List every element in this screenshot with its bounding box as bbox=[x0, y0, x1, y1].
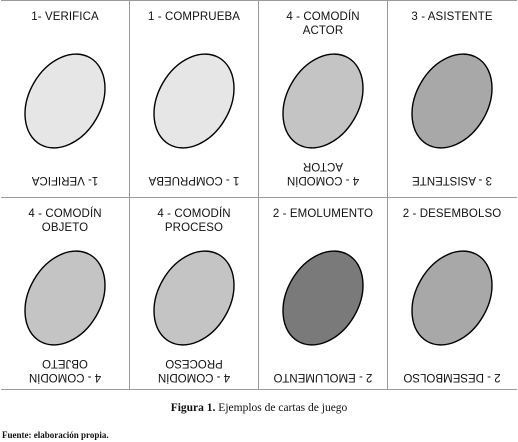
column-divider bbox=[129, 1, 130, 390]
card-title: 4 - COMODÍN OBJETO bbox=[28, 208, 102, 234]
card-title-inverted: 1 - COMPRUEBA bbox=[148, 174, 240, 186]
oval-shape bbox=[411, 53, 493, 149]
oval-shape bbox=[282, 250, 364, 346]
game-card: 2 - EMOLUMENTO 2 - EMOLUMENTO bbox=[259, 198, 387, 393]
game-card: 4 - COMODÍN PROCESO 4 - COMODÍN PROCESO bbox=[130, 198, 258, 393]
card-oval bbox=[153, 250, 235, 346]
oval-shape bbox=[24, 53, 106, 149]
figure-caption-text: Ejemplos de cartas de juego bbox=[215, 402, 348, 414]
game-card: 3 - ASISTENTE 3 - ASISTENTE bbox=[388, 1, 516, 196]
oval-shape bbox=[282, 53, 364, 149]
card-oval bbox=[411, 250, 493, 346]
oval-shape bbox=[153, 53, 235, 149]
oval-shape bbox=[411, 250, 493, 346]
source-note: Fuente: elaboración propia. bbox=[2, 430, 109, 440]
card-title: 3 - ASISTENTE bbox=[411, 11, 493, 23]
game-card: 4 - COMODÍN OBJETO 4 - COMODÍN OBJETO bbox=[1, 198, 129, 393]
game-card: 2 - DESEMBOLSO 2 - DESEMBOLSO bbox=[388, 198, 516, 393]
card-oval bbox=[282, 250, 364, 346]
card-title-inverted: 4 - COMODÍN ACTOR bbox=[286, 160, 360, 186]
card-oval bbox=[24, 250, 106, 346]
card-title: 4 - COMODÍN PROCESO bbox=[157, 208, 231, 234]
column-divider bbox=[258, 1, 259, 390]
column-divider bbox=[387, 1, 388, 390]
card-oval bbox=[282, 53, 364, 149]
card-title: 1- VERIFICA bbox=[31, 11, 99, 23]
card-title-inverted: 1- VERIFICA bbox=[31, 174, 99, 186]
card-title-inverted: 2 - DESEMBOLSO bbox=[403, 371, 501, 383]
card-oval bbox=[411, 53, 493, 149]
card-title-inverted: 4 - COMODÍN OBJETO bbox=[28, 357, 102, 383]
card-title: 1 - COMPRUEBA bbox=[147, 11, 241, 23]
card-title: 2 - DESEMBOLSO bbox=[402, 208, 502, 220]
card-title: 4 - COMODÍN ACTOR bbox=[286, 11, 360, 37]
card-title-inverted: 4 - COMODÍN PROCESO bbox=[157, 357, 231, 383]
card-oval bbox=[24, 53, 106, 149]
game-card: 1 - COMPRUEBA 1 - COMPRUEBA bbox=[130, 1, 258, 196]
card-grid: 1- VERIFICA 1- VERIFICA 1 - COMPRUEBA 1 - C… bbox=[1, 0, 517, 390]
oval-shape bbox=[24, 250, 106, 346]
row-divider bbox=[1, 197, 517, 198]
game-card: 1- VERIFICA 1- VERIFICA bbox=[1, 1, 129, 196]
oval-shape bbox=[153, 250, 235, 346]
card-title: 2 - EMOLUMENTO bbox=[272, 208, 374, 220]
card-title-inverted: 2 - EMOLUMENTO bbox=[273, 371, 373, 383]
game-card: 4 - COMODÍN ACTOR 4 - COMODÍN ACTOR bbox=[259, 1, 387, 196]
card-oval bbox=[153, 53, 235, 149]
card-title-inverted: 3 - ASISTENTE bbox=[412, 174, 492, 186]
figure-caption: Figura 1. Ejemplos de cartas de juego bbox=[0, 402, 518, 414]
figure-label: Figura 1. bbox=[170, 402, 216, 414]
